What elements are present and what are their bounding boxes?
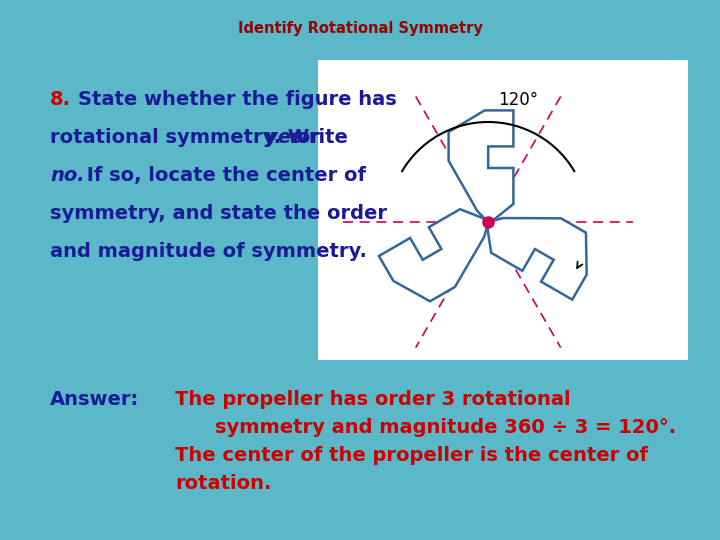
- Text: symmetry, and state the order: symmetry, and state the order: [50, 204, 387, 223]
- Text: rotational symmetry. Write: rotational symmetry. Write: [50, 128, 355, 147]
- Text: If so, locate the center of: If so, locate the center of: [80, 166, 366, 185]
- Text: no.: no.: [50, 166, 85, 185]
- Bar: [318, 60, 688, 360]
- Text: or: or: [290, 128, 320, 147]
- Text: State whether the figure has: State whether the figure has: [78, 90, 397, 109]
- Text: The center of the propeller is the center of: The center of the propeller is the cente…: [175, 446, 648, 465]
- Polygon shape: [449, 110, 513, 222]
- Text: rotation.: rotation.: [175, 474, 271, 493]
- Text: symmetry and magnitude 360 ÷ 3 = 120°.: symmetry and magnitude 360 ÷ 3 = 120°.: [215, 418, 676, 437]
- Text: Identify Rotational Symmetry: Identify Rotational Symmetry: [238, 21, 482, 36]
- Text: 8.: 8.: [50, 90, 71, 109]
- Text: and magnitude of symmetry.: and magnitude of symmetry.: [50, 242, 367, 261]
- Text: Answer:: Answer:: [50, 390, 139, 409]
- Polygon shape: [379, 209, 488, 301]
- Polygon shape: [487, 218, 587, 300]
- Text: yes: yes: [265, 128, 302, 147]
- Text: The propeller has order 3 rotational: The propeller has order 3 rotational: [175, 390, 571, 409]
- Text: 120°: 120°: [498, 91, 539, 109]
